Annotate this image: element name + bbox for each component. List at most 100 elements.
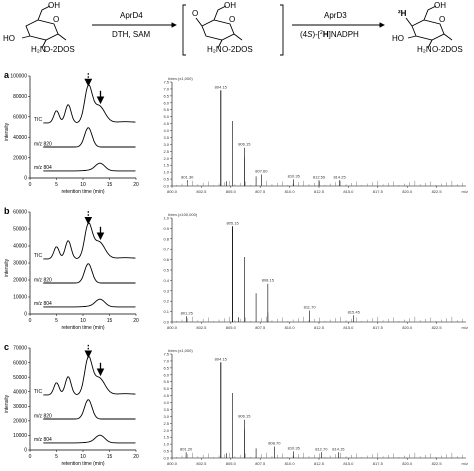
ms-y-tick-label: 6.5: [163, 93, 169, 98]
mol3-nh2: H₂N: [417, 45, 432, 54]
ms-peak-label: 807.60: [255, 169, 268, 174]
ms-x-tick-label: 805.0: [226, 189, 237, 194]
ms-y-tick-label: 0.0: [163, 320, 169, 325]
ms-chart: Inten.(x1,000)7.57.0 6.5 6.0 5.5 5.0 4.5 4.0 3.…: [163, 76, 468, 194]
lc-y-tick-label: 40000: [13, 244, 27, 250]
mol3-oh-top: OH: [434, 1, 446, 10]
ms-x-tick-label: 800.0: [167, 461, 178, 466]
lc-axes: [29, 212, 136, 315]
lc-x-tick-label: 0: [29, 318, 32, 324]
mz820-trace: [43, 399, 136, 420]
mol3-o2dos: O-2DOS: [432, 45, 463, 54]
lc-y-tick-label: 20000: [13, 419, 27, 425]
ms-x-tick-label: 807.5: [255, 189, 266, 194]
ms-x-tick-label: 800.0: [167, 325, 178, 330]
lc-y-tick-label: 100000: [10, 74, 27, 80]
mol1-o2dos: O-2DOS: [44, 45, 75, 54]
ms-x-tick-label: 817.5: [373, 325, 384, 330]
ms-peak-label: 814.25: [333, 174, 346, 179]
mol3-ho: HO: [392, 34, 404, 43]
lc-x-tick-label: 15: [107, 454, 113, 460]
ms-y-tick-label: 4.5: [163, 393, 169, 398]
ms-y-tick-label: 7.5: [163, 80, 169, 85]
trace-label-tic: TIC: [34, 117, 42, 123]
lc-xlabel: retention time (min): [61, 325, 104, 331]
ms-x-tick-label: 820.0: [402, 189, 413, 194]
panel-label: a: [4, 70, 10, 80]
ms-peak-label: 811.70: [304, 305, 317, 310]
intermediate-structure: [195, 5, 243, 49]
ms-y-tick-label: 0.2: [163, 299, 169, 304]
ms-y-tick-label: 2.5: [163, 149, 169, 154]
lc-ylabel: intensity: [4, 258, 10, 277]
ms-y-tick-label: 0.0: [163, 456, 169, 461]
ms-y-tick-label: 7.5: [163, 352, 169, 357]
ms-peak-label: 804.15: [215, 84, 228, 89]
ms-y-tick-label: 2.0: [163, 428, 169, 433]
ms-y-tick-label: 0.5: [163, 177, 169, 182]
lc-ylabel: intensity: [4, 394, 10, 413]
ms-axes: [171, 82, 466, 187]
ms-x-tick-label: 802.5: [196, 461, 207, 466]
ms-x-tick-label: 812.5: [314, 189, 325, 194]
ms-x-tick-label: 815.0: [343, 189, 354, 194]
ms-y-tick-label: 3.5: [163, 407, 169, 412]
lc-axes: [29, 348, 136, 451]
ms-y-tick-label: 4.5: [163, 121, 169, 126]
lc-y-tick-label: 10000: [13, 433, 27, 439]
panel-label: b: [4, 206, 10, 216]
ms-x-unit: m/z: [462, 325, 468, 330]
ms-axes: [171, 354, 466, 459]
lc-y-tick-label: 0: [24, 448, 27, 454]
trace-label-mz820: m/z 820: [34, 277, 52, 283]
ms-y-tick-label: 0.1: [163, 309, 169, 314]
ms-y-tick-label: 3.0: [163, 142, 169, 147]
ms-y-tick-label: 0.5: [163, 268, 169, 273]
step2-enzyme: AprD3: [324, 11, 347, 20]
lc-y-tick-label: 20000: [13, 278, 27, 284]
mol2-oh-top: OH: [224, 1, 236, 10]
lc-x-tick-label: 15: [107, 182, 113, 188]
bracket-right: [280, 4, 284, 56]
trace-label-mz820: m/z 820: [34, 413, 52, 419]
panel-label: c: [4, 342, 9, 352]
ms-peak-label: 805.15: [226, 220, 239, 225]
ms-x-tick-label: 817.5: [373, 461, 384, 466]
ms-y-tick-label: 3.5: [163, 135, 169, 140]
mol2-ring-o: O: [229, 15, 235, 24]
ms-chart: Inten.(x100,000)1.0 0.9 0.8 0.7 0.6 0.5 0.4 0.3…: [163, 212, 468, 330]
ms-y-tick-label: 0.3: [163, 288, 169, 293]
panel-c: c 70000 60000 50000 40000 30000 20000 10000 00 5 1…: [4, 342, 468, 467]
ms-y-tick-label: 5.5: [163, 379, 169, 384]
mol1-oh-top: OH: [48, 1, 60, 10]
ms-y-tick-label: 1.0: [163, 216, 169, 221]
product-structure: [405, 5, 453, 49]
mz804-trace: [43, 298, 136, 308]
ms-peak-label: 815.45: [348, 309, 361, 314]
step1-conditions: DTH, SAM: [112, 30, 151, 39]
ms-x-tick-label: 822.5: [432, 325, 443, 330]
trace-label-tic: TIC: [34, 253, 42, 259]
lc-xlabel: retention time (min): [61, 189, 104, 195]
lc-y-tick-label: 20000: [13, 155, 27, 161]
ms-y-tick-label: 7.0: [163, 86, 169, 91]
mol1-ho: HO: [3, 34, 15, 43]
ms-y-tick-label: 4.0: [163, 128, 169, 133]
ms-y-tick-label: 0.9: [163, 226, 169, 231]
ms-peak-label: 810.35: [288, 445, 301, 450]
lc-x-tick-label: 0: [29, 182, 32, 188]
ms-y-tick-label: 1.0: [163, 442, 169, 447]
lc-x-tick-label: 10: [80, 318, 86, 324]
mz820-trace: [43, 263, 136, 284]
mol3-ring-o: O: [439, 15, 445, 24]
tic-trace: [43, 222, 136, 260]
ms-y-tick-label: 0.0: [163, 184, 169, 189]
ms-peak-label: 801.30: [181, 174, 194, 179]
lc-y-tick-label: 60000: [13, 115, 27, 121]
ms-header: Inten.(x100,000): [168, 212, 198, 217]
lc-xlabel: retention time (min): [61, 461, 104, 467]
ms-x-tick-label: 810.0: [285, 325, 296, 330]
ms-x-tick-label: 815.0: [343, 461, 354, 466]
ms-y-tick-label: 0.8: [163, 236, 169, 241]
